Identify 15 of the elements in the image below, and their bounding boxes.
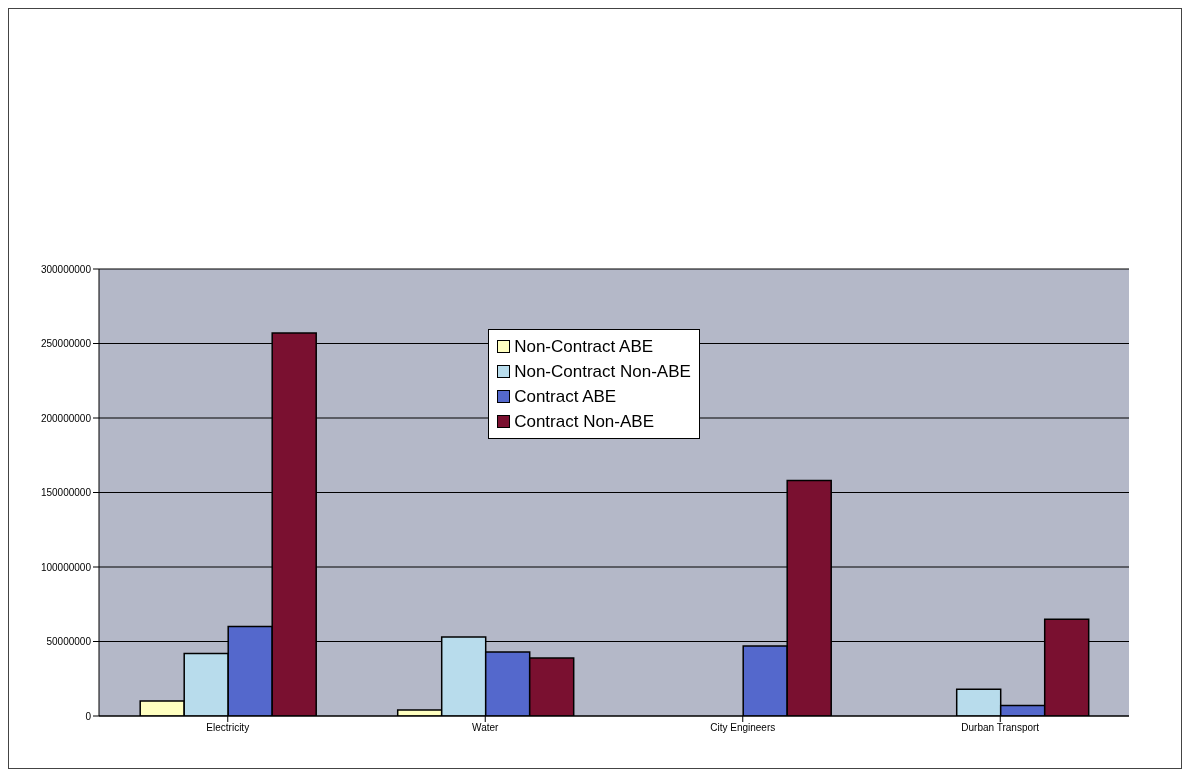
y-tick-label: 300000000	[40, 263, 92, 275]
y-tick-label: 100000000	[40, 561, 92, 573]
x-tick-label: Water	[472, 722, 500, 734]
legend-label: Non-Contract Non-ABE	[514, 361, 691, 383]
x-tick-label: Electricity	[206, 722, 250, 734]
x-tick-label: Durban Transport	[961, 722, 1040, 734]
y-tick-label: 250000000	[40, 338, 92, 350]
y-tick-label: 150000000	[40, 487, 92, 499]
y-tick-label: 200000000	[40, 412, 92, 424]
legend-label: Contract ABE	[514, 386, 617, 408]
legend-label: Non-Contract ABE	[514, 336, 654, 358]
x-tick-label: City Engineers	[710, 722, 776, 734]
y-tick-label: 50000000	[46, 636, 92, 648]
y-tick-label: 0	[85, 710, 92, 722]
legend-label: Contract Non-ABE	[514, 411, 654, 433]
